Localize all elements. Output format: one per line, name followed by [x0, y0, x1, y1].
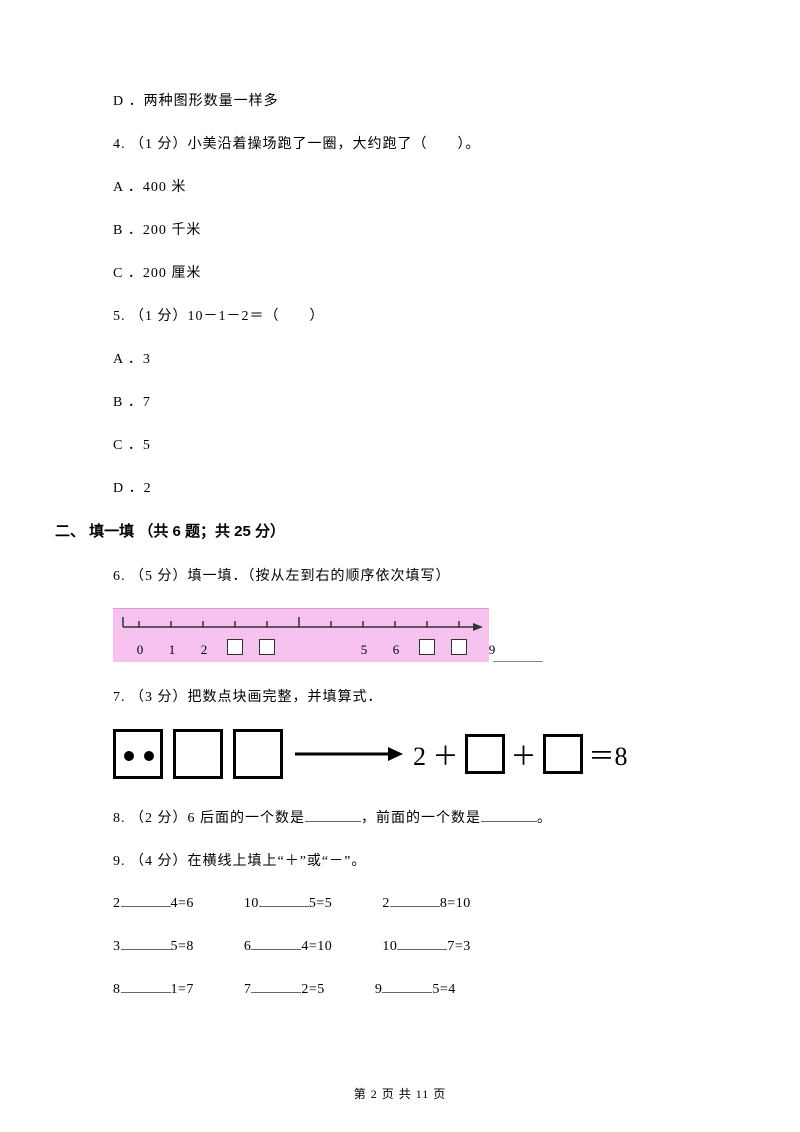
- eq-text: ＋: [511, 736, 537, 773]
- q8-text-post: 。: [537, 811, 552, 826]
- equation-cell: 9 5=4: [375, 979, 456, 998]
- equation-cell: 2 8=10: [382, 893, 470, 912]
- eq-operand: 4=6: [171, 896, 194, 911]
- equation-cell: 3 5=8: [113, 936, 194, 955]
- eq-operand: 7: [244, 982, 252, 997]
- q7-stem: 7. （3 分）把数点块画完整，并填算式．: [95, 686, 705, 706]
- answer-blank: [121, 936, 171, 950]
- eq-text: 2 ＋: [413, 736, 459, 773]
- eq-operand: 5=4: [432, 982, 455, 997]
- q7-diagram: 2 ＋ ＋ ＝8: [113, 729, 705, 779]
- eq-operand: 10: [382, 939, 397, 954]
- eq-operand: 3: [113, 939, 121, 954]
- number-line-axis: [113, 609, 489, 639]
- eq-operand: 10: [244, 896, 259, 911]
- equation-cell: 2 4=6: [113, 893, 194, 912]
- q3-option-d: D ．两种图形数量一样多: [95, 90, 705, 110]
- numberline-label: 2: [197, 642, 211, 658]
- eq-operand: 8=10: [440, 896, 471, 911]
- q4-option-c: C ．200 厘米: [95, 262, 705, 282]
- section-2-header: 二、 填一填 （共 6 题；共 25 分）: [55, 520, 705, 541]
- equation-row: 2 4=6 10 5=5 2 8=10: [113, 893, 705, 912]
- equation-cell: 8 1=7: [113, 979, 194, 998]
- q4-option-a: A ．400 米: [95, 176, 705, 196]
- q9-grid: 2 4=6 10 5=5 2 8=10 3 5=8 6 4=10 10 7=3 8 1=7 7 2=5 9 5=4: [95, 893, 705, 998]
- answer-box: [465, 734, 505, 774]
- equation-cell: 7 2=5: [244, 979, 325, 998]
- q8-text-mid: ，前面的一个数是: [361, 811, 481, 826]
- eq-operand: 5=8: [171, 939, 194, 954]
- numberline-blank-box: [259, 639, 275, 655]
- eq-operand: 2=5: [301, 982, 324, 997]
- numberline-blank-box: [419, 639, 435, 655]
- q5-option-d: D ．2: [95, 477, 705, 497]
- q5-option-a: A ．3: [95, 348, 705, 368]
- q8-stem: 8. （2 分）6 后面的一个数是 ，前面的一个数是 。: [95, 807, 705, 827]
- equation-row: 3 5=8 6 4=10 10 7=3: [113, 936, 705, 955]
- numberline-blank-box: [451, 639, 467, 655]
- numberline-blank-box: [227, 639, 243, 655]
- dice-two-dots: [113, 729, 163, 779]
- q7-equation: 2 ＋ ＋ ＝8: [413, 734, 628, 774]
- equation-cell: 10 5=5: [244, 893, 332, 912]
- numberline-label: 5: [357, 642, 371, 658]
- q6-numberline: 012569: [113, 608, 489, 662]
- arrow-right-icon: [293, 744, 403, 764]
- numberline-label: 0: [133, 642, 147, 658]
- eq-operand: 4=10: [301, 939, 332, 954]
- answer-blank: [121, 979, 171, 993]
- answer-blank: [251, 936, 301, 950]
- q5-stem: 5. （1 分）10－1－2＝（ ）: [95, 305, 705, 325]
- q4-option-b: B ．200 千米: [95, 219, 705, 239]
- q6-stem: 6. （5 分）填一填．（按从左到右的顺序依次填写）: [95, 565, 705, 585]
- q9-stem: 9. （4 分）在横线上填上“＋”或“－”。: [95, 850, 705, 870]
- eq-operand: 1=7: [171, 982, 194, 997]
- q6-answer-blank: [493, 661, 543, 662]
- eq-operand: 2: [382, 896, 390, 911]
- answer-box: [543, 734, 583, 774]
- q4-stem: 4. （1 分）小美沿着操场跑了一圈，大约跑了（ ）。: [95, 133, 705, 153]
- answer-blank: [259, 893, 309, 907]
- answer-blank: [481, 808, 537, 822]
- eq-operand: 2: [113, 896, 121, 911]
- eq-operand: 8: [113, 982, 121, 997]
- dot-icon: [144, 751, 154, 761]
- answer-blank: [390, 893, 440, 907]
- numberline-label: 9: [485, 642, 499, 658]
- eq-operand: 6: [244, 939, 252, 954]
- dot-icon: [124, 751, 134, 761]
- equation-row: 8 1=7 7 2=5 9 5=4: [113, 979, 705, 998]
- q5-option-b: B ．7: [95, 391, 705, 411]
- page-footer: 第 2 页 共 11 页: [0, 1085, 800, 1102]
- numberline-label: 6: [389, 642, 403, 658]
- answer-blank: [251, 979, 301, 993]
- dice-empty: [233, 729, 283, 779]
- answer-blank: [397, 936, 447, 950]
- answer-blank: [382, 979, 432, 993]
- q8-text-pre: 8. （2 分）6 后面的一个数是: [113, 811, 305, 826]
- eq-operand: 7=3: [447, 939, 470, 954]
- answer-blank: [305, 808, 361, 822]
- equation-cell: 6 4=10: [244, 936, 332, 955]
- eq-operand: 9: [375, 982, 383, 997]
- equation-cell: 10 7=3: [382, 936, 470, 955]
- numberline-label: 1: [165, 642, 179, 658]
- eq-operand: 5=5: [309, 896, 332, 911]
- q5-option-c: C ．5: [95, 434, 705, 454]
- q6-numberline-wrap: 0 1 2 5 6 9: [113, 608, 705, 662]
- eq-text: ＝8: [589, 736, 628, 773]
- dice-empty: [173, 729, 223, 779]
- answer-blank: [121, 893, 171, 907]
